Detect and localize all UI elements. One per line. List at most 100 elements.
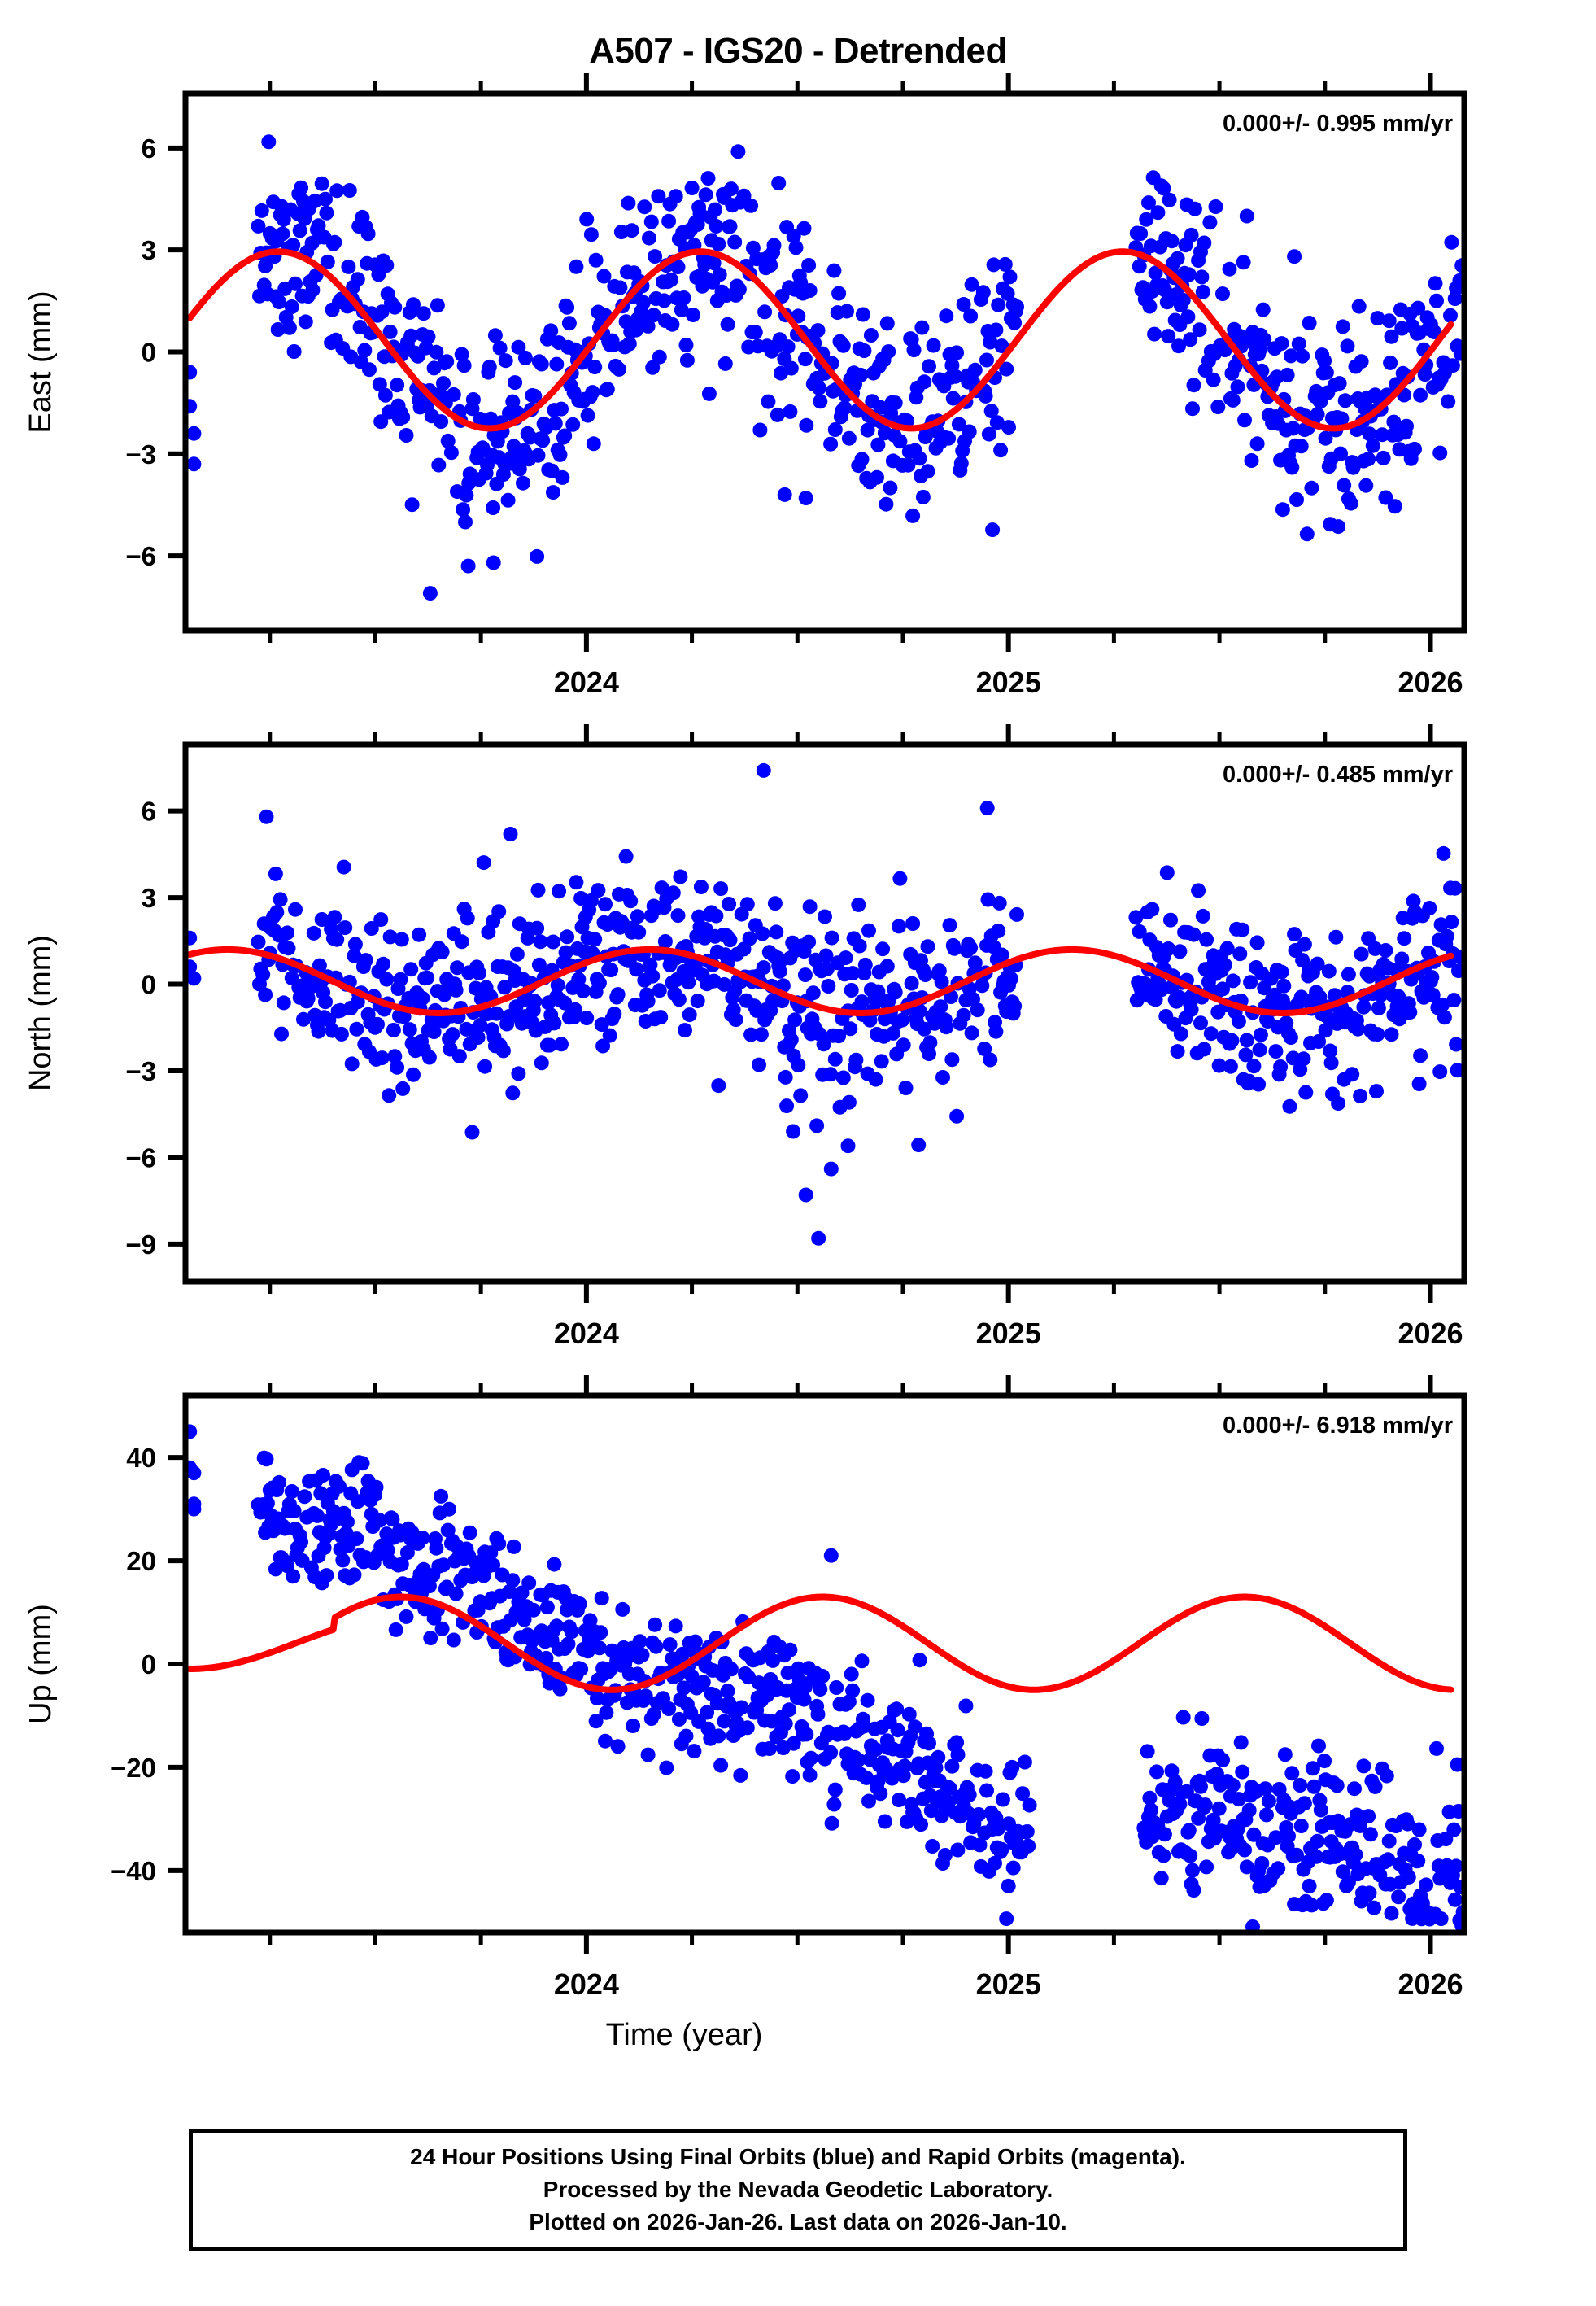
data-point — [673, 869, 688, 884]
data-point — [823, 1067, 839, 1082]
data-points-group — [185, 762, 1464, 1246]
data-point — [852, 938, 867, 954]
data-point — [1186, 378, 1201, 393]
data-point-outlier — [460, 558, 476, 574]
data-point — [926, 338, 941, 353]
data-point — [1429, 293, 1444, 308]
data-point — [630, 909, 645, 924]
data-point — [1353, 1088, 1368, 1103]
data-point — [640, 318, 656, 334]
data-point-outlier — [304, 235, 320, 251]
data-point — [979, 352, 994, 368]
data-point — [1354, 354, 1369, 369]
data-point — [349, 1531, 364, 1547]
data-point — [956, 297, 971, 312]
data-point — [887, 985, 903, 1000]
data-point — [1195, 284, 1210, 299]
data-point — [879, 316, 895, 331]
data-point — [857, 957, 873, 972]
data-point — [1369, 1084, 1384, 1099]
footer-caption-box: 24 Hour Positions Using Final Orbits (bl… — [189, 2129, 1407, 2251]
data-point — [1293, 1778, 1308, 1793]
data-point — [430, 298, 445, 313]
data-point — [530, 920, 545, 936]
data-point — [995, 1792, 1010, 1807]
data-point — [854, 1653, 870, 1669]
data-point — [779, 1098, 795, 1114]
data-point — [696, 1675, 711, 1690]
data-point — [700, 171, 716, 186]
data-point — [423, 1631, 438, 1646]
fit-curve — [186, 248, 1454, 432]
data-point — [421, 329, 436, 344]
data-point — [1296, 1051, 1311, 1067]
data-point — [983, 1052, 998, 1068]
data-point — [1429, 1740, 1444, 1756]
data-point — [342, 183, 357, 198]
data-point — [730, 144, 746, 159]
data-point — [698, 187, 713, 203]
data-point — [1192, 322, 1207, 338]
data-point — [276, 995, 291, 1011]
data-point — [845, 966, 861, 981]
data-point — [950, 1747, 966, 1762]
data-point — [994, 338, 1009, 354]
data-point — [879, 959, 895, 974]
data-point — [1157, 1827, 1172, 1842]
data-point — [440, 433, 456, 448]
data-point — [815, 1669, 831, 1684]
data-point — [1333, 446, 1348, 461]
data-point — [306, 925, 321, 941]
data-point — [1317, 1754, 1332, 1769]
data-point — [949, 1735, 965, 1750]
data-point — [539, 1600, 555, 1615]
data-point — [459, 487, 474, 503]
data-point — [1445, 358, 1460, 373]
y-tick-label: 0 — [142, 970, 156, 1000]
data-point — [788, 240, 804, 255]
data-point — [1304, 1898, 1319, 1913]
data-point — [1365, 438, 1380, 453]
data-point — [824, 1815, 839, 1831]
data-point — [380, 1543, 395, 1558]
data-point — [393, 972, 408, 987]
data-point — [615, 1601, 630, 1617]
data-point — [1172, 1797, 1188, 1811]
data-point — [1422, 901, 1437, 915]
data-point — [1197, 235, 1212, 251]
data-point — [731, 282, 747, 297]
data-point — [1386, 414, 1402, 430]
data-point — [711, 1078, 726, 1094]
data-point — [1411, 1077, 1427, 1091]
data-point — [665, 885, 681, 901]
data-point — [286, 1503, 302, 1518]
data-point — [402, 1022, 417, 1037]
data-point — [1340, 338, 1355, 354]
data-point — [456, 502, 471, 518]
data-point — [1378, 943, 1393, 958]
data-point — [372, 1513, 387, 1528]
data-point — [1289, 1847, 1304, 1863]
data-point — [827, 422, 843, 437]
data-point — [835, 1070, 851, 1085]
data-point — [900, 457, 916, 473]
data-point — [431, 457, 447, 473]
data-point — [594, 1591, 609, 1606]
data-point — [186, 426, 202, 441]
data-point — [604, 963, 619, 978]
data-point — [420, 970, 435, 985]
data-point — [1193, 1015, 1208, 1031]
data-point — [1444, 915, 1459, 930]
data-point — [554, 1037, 569, 1052]
data-point — [596, 269, 612, 284]
data-point — [875, 941, 891, 957]
data-point — [273, 892, 288, 907]
data-point — [311, 1024, 326, 1039]
data-point — [937, 1848, 953, 1863]
data-point — [1215, 981, 1230, 997]
data-point — [554, 401, 569, 417]
data-point — [892, 919, 906, 934]
data-point — [723, 181, 739, 197]
data-point — [1450, 1063, 1464, 1078]
